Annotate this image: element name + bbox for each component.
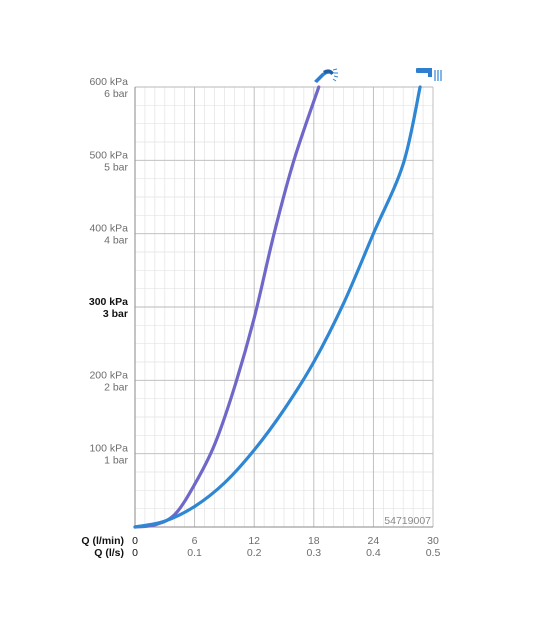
y-tick-kpa-label: 600 kPa [89, 76, 128, 88]
series-icons [314, 68, 442, 83]
y-tick-kpa-label: 300 kPa [89, 296, 128, 308]
y-tick-bar-label: 5 bar [104, 161, 128, 173]
hand-shower-icon [314, 68, 339, 83]
x-tick-label-secondary: 0.2 [247, 547, 262, 559]
x-tick-label-primary: 30 [427, 535, 439, 547]
x-tick-label-secondary: 0.3 [306, 547, 321, 559]
x-tick-label-secondary: 0.5 [426, 547, 441, 559]
y-tick-kpa-label: 400 kPa [89, 223, 128, 235]
bath-spout-icon [416, 68, 442, 81]
x-tick-label-secondary: 0.4 [366, 547, 381, 559]
x-tick-label-secondary: 0 [132, 547, 138, 559]
major-grid [134, 86, 434, 528]
x-axis-label-primary: Q (l/min) [81, 535, 124, 547]
y-tick-bar-label: 3 bar [103, 308, 128, 320]
x-tick-label-primary: 6 [192, 535, 198, 547]
x-tick-label-secondary: 0.1 [187, 547, 202, 559]
y-tick-kpa-label: 200 kPa [89, 369, 128, 381]
x-axis-label-secondary: Q (l/s) [94, 547, 124, 559]
x-tick-label-primary: 18 [308, 535, 320, 547]
y-tick-bar-label: 4 bar [104, 235, 128, 247]
x-tick-label-primary: 0 [132, 535, 138, 547]
x-tick-labels: Q (l/min) Q (l/s) 0 6 12 18 24 30 0 0.1 0.2 0.3 0.… [81, 535, 440, 559]
x-tick-label-primary: 24 [368, 535, 380, 547]
y-tick-bar-label: 1 bar [104, 455, 128, 467]
series-line-2 [133, 85, 422, 529]
y-tick-bar-label: 2 bar [104, 381, 128, 393]
y-tick-bar-label: 6 bar [104, 88, 128, 100]
y-tick-kpa-label: 500 kPa [89, 149, 128, 161]
y-tick-kpa-label: 100 kPa [89, 443, 128, 455]
series-layer [133, 85, 422, 529]
x-tick-label-primary: 12 [248, 535, 260, 547]
article-code-label: 54719007 [384, 515, 431, 527]
